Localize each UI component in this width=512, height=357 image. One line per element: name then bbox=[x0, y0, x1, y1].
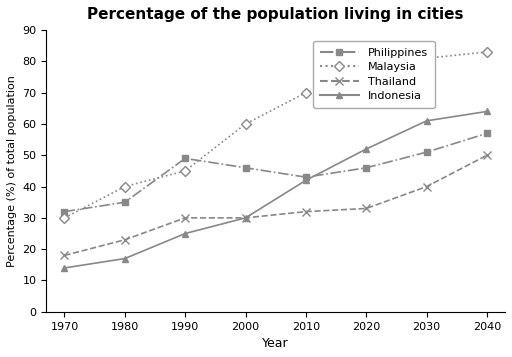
Legend: Philippines, Malaysia, Thailand, Indonesia: Philippines, Malaysia, Thailand, Indones… bbox=[313, 41, 435, 108]
Thailand bbox=[61, 253, 68, 257]
Malaysia bbox=[484, 50, 490, 54]
Indonesia bbox=[484, 109, 490, 114]
Line: Philippines: Philippines bbox=[61, 131, 489, 215]
Philippines bbox=[182, 156, 188, 161]
Philippines bbox=[423, 150, 430, 154]
Malaysia bbox=[363, 72, 369, 76]
Indonesia bbox=[182, 231, 188, 236]
Malaysia bbox=[122, 185, 128, 189]
Indonesia bbox=[243, 216, 249, 220]
Thailand bbox=[303, 210, 309, 214]
Philippines bbox=[122, 200, 128, 204]
Indonesia bbox=[303, 178, 309, 182]
Y-axis label: Percentage (%) of total population: Percentage (%) of total population bbox=[7, 75, 17, 267]
Philippines bbox=[363, 166, 369, 170]
Line: Malaysia: Malaysia bbox=[61, 49, 490, 221]
Thailand bbox=[423, 185, 430, 189]
Philippines bbox=[61, 210, 68, 214]
Line: Indonesia: Indonesia bbox=[61, 108, 490, 271]
Indonesia bbox=[122, 256, 128, 261]
Malaysia bbox=[61, 216, 68, 220]
Malaysia bbox=[243, 122, 249, 126]
Thailand bbox=[182, 216, 188, 220]
Line: Thailand: Thailand bbox=[60, 151, 491, 260]
Philippines bbox=[243, 166, 249, 170]
Thailand bbox=[484, 153, 490, 157]
X-axis label: Year: Year bbox=[262, 337, 289, 350]
Malaysia bbox=[423, 56, 430, 60]
Indonesia bbox=[61, 266, 68, 270]
Thailand bbox=[363, 206, 369, 211]
Philippines bbox=[484, 131, 490, 136]
Thailand bbox=[122, 238, 128, 242]
Indonesia bbox=[423, 119, 430, 123]
Thailand bbox=[243, 216, 249, 220]
Philippines bbox=[303, 175, 309, 179]
Indonesia bbox=[363, 147, 369, 151]
Malaysia bbox=[182, 169, 188, 173]
Title: Percentage of the population living in cities: Percentage of the population living in c… bbox=[88, 7, 464, 22]
Malaysia bbox=[303, 91, 309, 95]
